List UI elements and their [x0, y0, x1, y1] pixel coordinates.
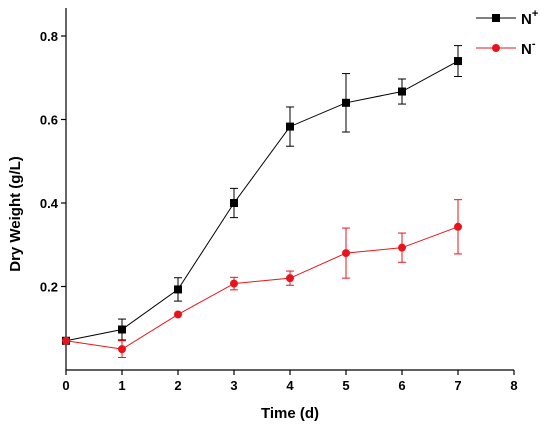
legend-marker-square [492, 14, 500, 22]
legend: N+N- [476, 8, 538, 58]
data-point-circle [174, 310, 182, 319]
y-axis-ticks: 0.2 0.4 0.6 0.8 [40, 29, 66, 295]
legend-label: N- [521, 38, 536, 58]
legend-label-superscript: + [532, 8, 538, 20]
series-layer [62, 45, 462, 358]
x-tick-label: 5 [342, 378, 349, 393]
x-axis-title: Time (d) [261, 405, 319, 422]
data-point-square [286, 122, 294, 131]
x-tick-label: 6 [398, 378, 405, 393]
legend-label-base: N [521, 11, 532, 28]
legend-label-base: N [521, 41, 532, 58]
legend-item-n-minus: N- [476, 38, 536, 58]
data-point-circle [342, 249, 350, 258]
legend-marker-circle [492, 44, 500, 52]
series-n-minus [62, 199, 462, 358]
y-tick-label: 0.2 [40, 280, 58, 295]
x-tick-label: 2 [174, 378, 181, 393]
y-tick-label: 0.8 [40, 29, 58, 44]
data-point-square [342, 98, 350, 107]
data-point-square [454, 57, 462, 66]
x-axis-ticks: 0 1 2 3 4 5 6 7 8 [62, 370, 518, 393]
x-tick-label: 7 [454, 378, 461, 393]
data-point-circle [118, 345, 126, 354]
data-point-circle [62, 336, 70, 345]
data-point-square [230, 199, 238, 207]
data-point-circle [286, 274, 294, 283]
x-tick-label: 4 [286, 378, 294, 393]
plot-area: 0 1 2 3 4 5 6 7 8 0.2 0.4 0.6 0.8 [40, 8, 518, 393]
y-tick-label: 0.4 [40, 196, 59, 211]
series-line [65, 226, 459, 350]
data-point-circle [454, 222, 462, 231]
data-point-circle [230, 279, 238, 288]
data-point-circle [398, 243, 406, 252]
y-axis-title: Dry Weight (g/L) [7, 156, 24, 272]
series-n-plus [62, 45, 462, 345]
legend-label: N+ [521, 8, 538, 28]
data-point-square [118, 325, 126, 334]
y-tick-label: 0.6 [40, 113, 58, 128]
x-tick-label: 3 [230, 378, 237, 393]
legend-item-n-plus: N+ [476, 8, 538, 28]
data-point-square [174, 285, 182, 294]
x-tick-label: 8 [510, 378, 517, 393]
legend-label-superscript: - [532, 38, 536, 50]
series-line [65, 60, 459, 342]
data-point-square [398, 87, 406, 96]
x-tick-label: 1 [118, 378, 125, 393]
x-tick-label: 0 [62, 378, 69, 393]
